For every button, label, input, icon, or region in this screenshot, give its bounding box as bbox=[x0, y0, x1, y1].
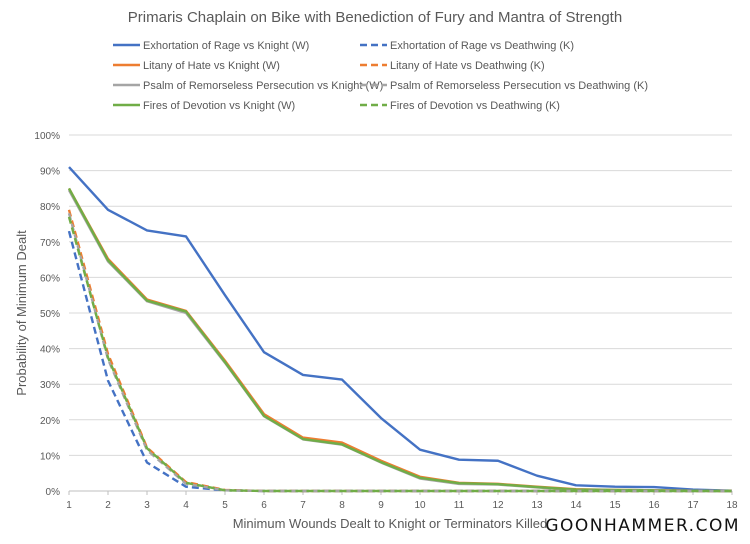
y-tick-label: 40% bbox=[40, 345, 60, 356]
x-tick-label: 9 bbox=[378, 500, 384, 511]
x-tick-label: 4 bbox=[183, 500, 189, 511]
y-axis-title: Probability of Minimum Dealt bbox=[14, 230, 29, 396]
series-lines bbox=[67, 166, 733, 493]
series-line-3 bbox=[67, 209, 732, 493]
y-tick-labels: 0% 10% 20% 30% 40% 50% 60% 70% 80% 90% 100% bbox=[34, 131, 60, 498]
x-tick-label: 8 bbox=[339, 500, 345, 511]
x-tick-label: 5 bbox=[222, 500, 228, 511]
legend-label: Psalm of Remorseless Persecution vs Knig… bbox=[143, 80, 383, 92]
y-tick-label: 10% bbox=[40, 451, 60, 462]
x-tick-label: 16 bbox=[648, 500, 660, 511]
legend-label: Litany of Hate vs Knight (W) bbox=[143, 60, 280, 72]
y-tick-label: 50% bbox=[40, 309, 60, 320]
x-tick-label: 7 bbox=[300, 500, 306, 511]
legend-label: Litany of Hate vs Deathwing (K) bbox=[390, 60, 545, 72]
legend: Exhortation of Rage vs Knight (W) Exhorta… bbox=[113, 40, 648, 112]
y-tick-label: 70% bbox=[40, 238, 60, 249]
x-tick-label: 15 bbox=[609, 500, 621, 511]
gridlines bbox=[68, 134, 733, 495]
x-tick-label: 13 bbox=[531, 500, 543, 511]
x-axis-title: Minimum Wounds Dealt to Knight or Termin… bbox=[233, 516, 548, 531]
y-tick-label: 0% bbox=[46, 487, 61, 498]
y-tick-label: 30% bbox=[40, 380, 60, 391]
x-tick-label: 2 bbox=[105, 500, 111, 511]
legend-label: Psalm of Remorseless Persecution vs Deat… bbox=[390, 80, 648, 92]
y-tick-label: 20% bbox=[40, 416, 60, 427]
x-tick-label: 17 bbox=[687, 500, 699, 511]
series-line-7 bbox=[67, 216, 732, 493]
x-tick-label: 1 bbox=[66, 500, 72, 511]
legend-label: Exhortation of Rage vs Knight (W) bbox=[143, 40, 309, 52]
x-tick-label: 3 bbox=[144, 500, 150, 511]
chart-title: Primaris Chaplain on Bike with Benedicti… bbox=[128, 9, 622, 26]
x-tick-label: 12 bbox=[492, 500, 504, 511]
legend-label: Fires of Devotion vs Deathwing (K) bbox=[390, 100, 560, 112]
series-line-1 bbox=[67, 230, 732, 493]
series-line-5 bbox=[67, 213, 732, 493]
x-tick-label: 11 bbox=[454, 500, 465, 511]
watermark-logo: GOONHAMMER.COM bbox=[545, 516, 740, 536]
y-tick-label: 90% bbox=[40, 167, 60, 178]
y-tick-label: 100% bbox=[34, 131, 60, 142]
legend-label: Exhortation of Rage vs Deathwing (K) bbox=[390, 40, 574, 52]
series-line-0 bbox=[68, 166, 733, 492]
y-tick-label: 80% bbox=[40, 202, 60, 213]
legend-label: Fires of Devotion vs Knight (W) bbox=[143, 100, 295, 112]
y-tick-label: 60% bbox=[40, 273, 60, 284]
series-line-4 bbox=[67, 189, 732, 493]
x-tick-label: 14 bbox=[570, 500, 582, 511]
x-tick-label: 6 bbox=[261, 500, 267, 511]
x-tick-label: 10 bbox=[414, 500, 426, 511]
x-tick-label: 18 bbox=[726, 500, 738, 511]
x-tick-labels: 1 2 3 4 5 6 7 8 9 10 11 12 13 14 15 16 17 18 bbox=[66, 500, 738, 511]
